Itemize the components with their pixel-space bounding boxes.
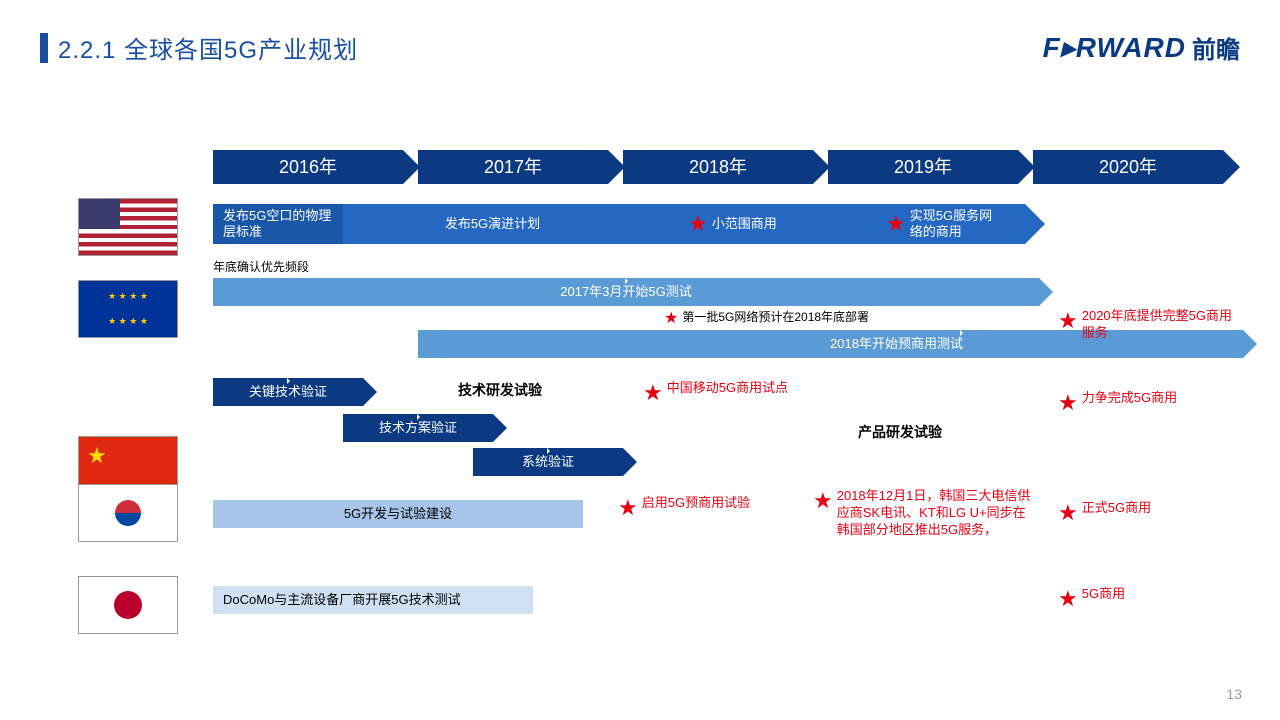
flag-kr [78,484,178,542]
arrow-tip [493,414,507,442]
year-arrow: 2019年 [828,150,1018,184]
star-icon: ★ [643,380,663,406]
arrow-tip [1039,278,1053,306]
timeline-bar: ★小范围商用 [678,204,798,244]
timeline-bar: 发布5G演进计划 [420,204,565,244]
label-text: 产品研发试验 [858,422,942,442]
milestone-star: ★2018年12月1日，韩国三大电信供应商SK电讯、KT和LG U+同步在韩国部… [813,488,1033,539]
timeline-bar: 发布5G空口的物理层标准 [213,204,343,244]
star-text: 2018年12月1日，韩国三大电信供应商SK电讯、KT和LG U+同步在韩国部分… [837,488,1033,539]
star-icon: ★ [1058,390,1078,416]
star-icon: ★ [618,495,638,521]
title-wrap: 2.2.1 全球各国5G产业规划 [40,30,358,65]
bar-label: 2018年开始预商用测试 [830,336,963,352]
star-icon: ★ [1058,500,1078,526]
bar-label: 5G开发与试验建设 [344,506,452,522]
star-icon: ★ [1058,308,1078,334]
timeline-bar: 5G开发与试验建设 [213,500,583,528]
year-arrow: 2017年 [418,150,608,184]
timeline-bar: 系统验证 [473,448,623,476]
timeline-bar: 关键技术验证 [213,378,363,406]
timeline-bar: DoCoMo与主流设备厂商开展5G技术测试 [213,586,533,614]
logo-text: F▸RWARD [1043,31,1186,64]
star-icon: ★ [886,211,906,237]
bar-label: 实现5G服务网络的商用 [910,208,996,239]
bar-label: 关键技术验证 [249,384,327,400]
bar-label: DoCoMo与主流设备厂商开展5G技术测试 [223,592,461,608]
year-arrow: 2020年 [1033,150,1223,184]
bar-label: 2017年3月开始5G测试 [560,284,692,300]
timeline-bar: 2017年3月开始5G测试 [213,278,1039,306]
star-text: 正式5G商用 [1082,500,1151,517]
title-text: 全球各国5G产业规划 [124,37,358,64]
arrow-tip [1025,204,1045,244]
milestone-star: ★5G商用 [1058,586,1125,612]
star-icon: ★ [688,211,708,237]
star-text: 力争完成5G商用 [1082,390,1177,407]
milestone-star: ★中国移动5G商用试点 [643,380,788,406]
flag-eu [78,280,178,338]
note-text: 年底确认优先频段 [213,258,309,275]
brand-logo: F▸RWARD 前瞻 [1043,30,1240,65]
timeline-bar: 技术方案验证 [343,414,493,442]
flag-jp [78,576,178,634]
page-number: 13 [1226,686,1242,702]
milestone-star: ★正式5G商用 [1058,500,1151,526]
bar-label: 系统验证 [522,454,574,470]
page-title: 2.2.1 全球各国5G产业规划 [58,30,358,65]
bar-label: 技术方案验证 [379,420,457,436]
milestone-star: ★启用5G预商用试验 [618,495,750,521]
note-label: 第一批5G网络预计在2018年底部署 [682,308,869,325]
year-arrow: 2016年 [213,150,403,184]
star-icon: ★ [664,308,678,328]
note-label: 年底确认优先频段 [213,258,309,275]
arrow-tip [623,448,637,476]
star-text: 中国移动5G商用试点 [667,380,788,397]
slide-header: 2.2.1 全球各国5G产业规划 F▸RWARD 前瞻 [0,0,1280,75]
star-icon: ★ [813,488,833,514]
label-text: 技术研发试验 [458,380,542,400]
logo-cn: 前瞻 [1192,30,1240,65]
star-text: 启用5G预商用试验 [642,495,750,512]
milestone-star: ★力争完成5G商用 [1058,390,1177,416]
section-number: 2.2.1 [58,37,116,64]
star-icon: ★ [1058,586,1078,612]
timeline-content: 2016年 2017年 2018年 2019年 2020年 发布5G空口的物理层标准 发布… [78,150,1240,670]
bar-label: 发布5G演进计划 [445,216,540,232]
arrow-tip [363,378,377,406]
bar-label: 小范围商用 [712,216,777,232]
note-text: ★第一批5G网络预计在2018年底部署 [664,308,869,328]
flag-us [78,198,178,256]
year-arrow: 2018年 [623,150,813,184]
arrow-tip [1243,330,1257,358]
timeline-bar: ★实现5G服务网络的商用 [876,204,1006,244]
star-text: 5G商用 [1082,586,1125,603]
title-accent-bar [40,33,48,63]
milestone-star: ★2020年底提供完整5G商用服务 [1058,308,1240,342]
star-text: 2020年底提供完整5G商用服务 [1082,308,1240,342]
bar-label: 发布5G空口的物理层标准 [223,208,333,239]
